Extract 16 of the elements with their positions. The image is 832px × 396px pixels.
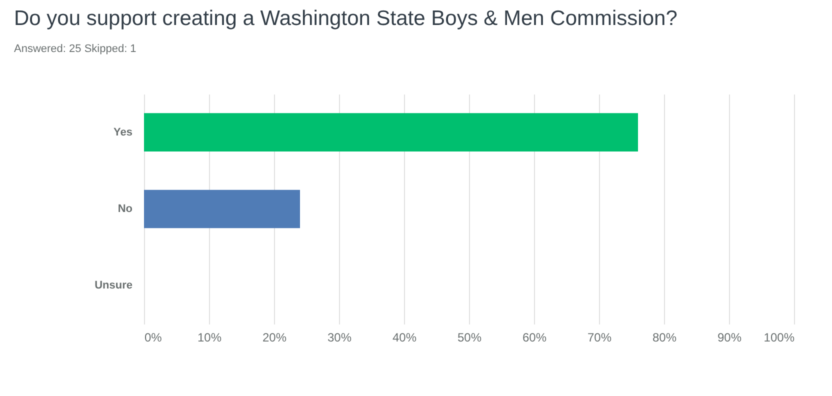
y-tick-label: Yes (114, 126, 132, 138)
x-tick-label: 50% (457, 330, 482, 344)
x-tick-label: 90% (717, 330, 742, 344)
chart-subtitle: Answered: 25 Skipped: 1 (14, 43, 136, 55)
chart-title: Do you support creating a Washington State Boys & Men Commission? (14, 7, 678, 30)
x-tick-label: 100% (764, 330, 795, 344)
y-tick-label: Unsure (94, 280, 132, 292)
x-tick-label: 80% (652, 330, 677, 344)
x-tick-label: 20% (262, 330, 287, 344)
x-tick-label: 30% (327, 330, 352, 344)
x-tick-label: 10% (197, 330, 222, 344)
x-tick-label: 40% (392, 330, 417, 344)
y-tick-label: No (118, 203, 133, 215)
x-tick-label: 0% (144, 330, 162, 344)
x-tick-label: 70% (587, 330, 612, 344)
x-tick-label: 60% (522, 330, 547, 344)
